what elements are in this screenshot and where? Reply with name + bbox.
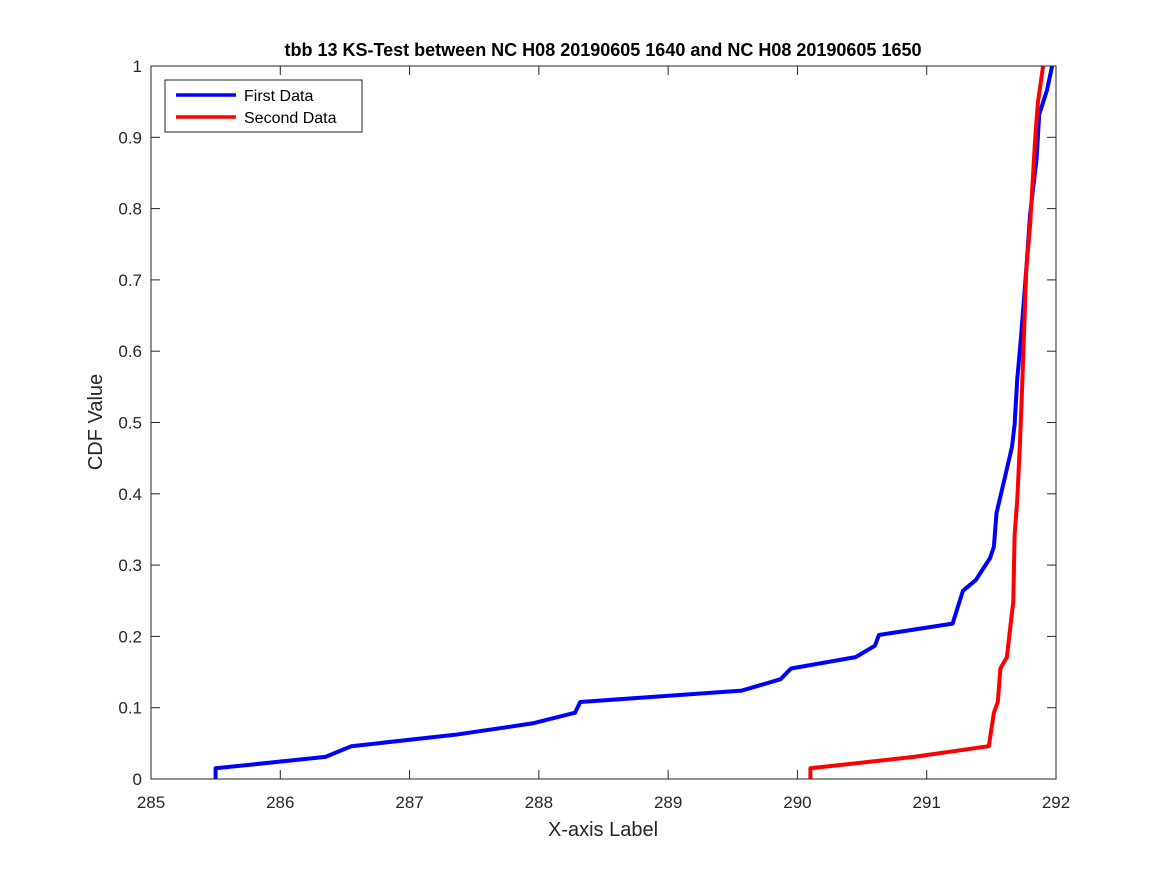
chart-title: tbb 13 KS-Test between NC H08 20190605 1… bbox=[284, 40, 921, 60]
plot-area bbox=[151, 66, 1056, 779]
legend-label-second-data: Second Data bbox=[244, 110, 337, 127]
x-tick-label: 286 bbox=[266, 793, 294, 812]
x-tick-label: 292 bbox=[1042, 793, 1070, 812]
y-tick-label: 0.1 bbox=[118, 699, 142, 718]
y-tick-label: 0.7 bbox=[118, 271, 142, 290]
series-layer bbox=[213, 65, 1055, 779]
x-tick-label: 291 bbox=[913, 793, 941, 812]
y-axis-label: CDF Value bbox=[85, 374, 107, 470]
legend-box bbox=[164, 79, 363, 133]
y-tick-label: 0 bbox=[133, 770, 142, 789]
legend: First Data Second Data bbox=[164, 79, 363, 133]
x-tick-label: 289 bbox=[654, 793, 682, 812]
x-ticks: 285 286 287 288 289 290 291 292 bbox=[137, 66, 1070, 812]
y-tick-label: 0.4 bbox=[118, 485, 142, 504]
x-tick-label: 285 bbox=[137, 793, 165, 812]
y-ticks: 0 0.1 0.2 0.3 0.4 0.5 0.6 0.7 0.8 0.9 1 bbox=[118, 57, 1056, 789]
x-tick-label: 287 bbox=[395, 793, 423, 812]
y-tick-label: 0.9 bbox=[118, 128, 142, 147]
y-tick-label: 0.3 bbox=[118, 556, 142, 575]
x-tick-label: 288 bbox=[525, 793, 553, 812]
y-tick-label: 0.6 bbox=[118, 342, 142, 361]
y-tick-label: 0.5 bbox=[118, 414, 142, 433]
x-axis-label: X-axis Label bbox=[548, 819, 658, 841]
y-tick-label: 0.8 bbox=[118, 200, 142, 219]
y-tick-label: 1 bbox=[133, 57, 142, 76]
legend-label-first-data: First Data bbox=[244, 88, 313, 105]
y-tick-label: 0.2 bbox=[118, 627, 142, 646]
series-line-second-data bbox=[808, 65, 1046, 779]
x-tick-label: 290 bbox=[783, 793, 811, 812]
